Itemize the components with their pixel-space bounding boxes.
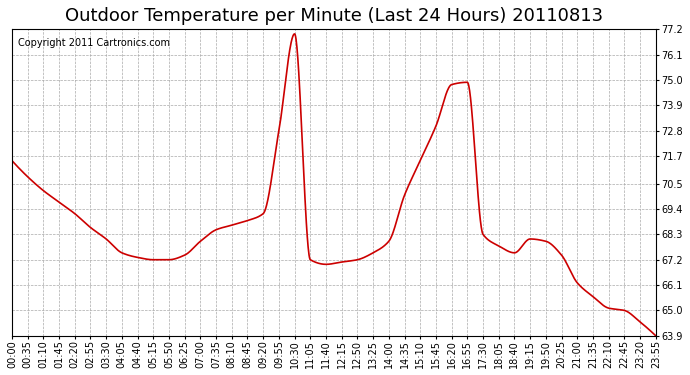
Title: Outdoor Temperature per Minute (Last 24 Hours) 20110813: Outdoor Temperature per Minute (Last 24 … — [65, 7, 603, 25]
Text: Copyright 2011 Cartronics.com: Copyright 2011 Cartronics.com — [19, 39, 170, 48]
